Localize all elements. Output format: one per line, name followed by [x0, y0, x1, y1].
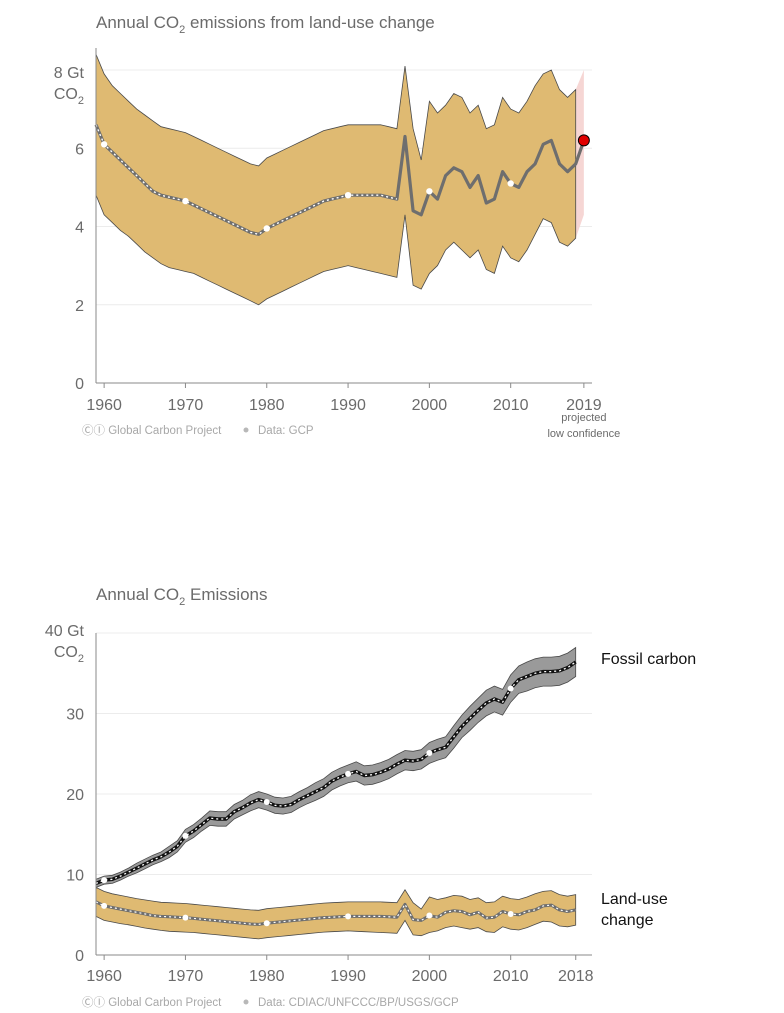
- x-tick-label: 2018: [558, 968, 594, 985]
- credit-separator-dot: [243, 999, 249, 1005]
- land-use-chart: Annual CO2 emissions from land-use chang…: [54, 13, 620, 440]
- year-marker: [182, 197, 189, 205]
- land-use-year-marker: [263, 920, 270, 927]
- land-use-band: [95, 886, 577, 940]
- x-tick-labels: 1960 1970 1980 1990 2000 2010: [86, 397, 528, 414]
- land-use-line-dashes: [95, 901, 576, 926]
- y-unit-bottom: CO2: [54, 86, 84, 107]
- y-tick-label: 10: [66, 868, 84, 885]
- land-use-series-label-line2: change: [601, 912, 654, 929]
- fossil-series-label: Fossil carbon: [601, 651, 696, 668]
- x-tick-label: 2010: [493, 968, 529, 985]
- land-use-year-marker: [507, 910, 514, 917]
- projection-point: [577, 134, 590, 147]
- credit: ⒸⒾ Global Carbon Project: [82, 424, 222, 437]
- year-marker: [100, 141, 108, 148]
- y-tick-label: 20: [66, 787, 84, 804]
- x-tick-label: 1960: [86, 397, 122, 414]
- fossil-year-marker: [507, 685, 514, 692]
- year-markers: [100, 141, 514, 232]
- data-source: Data: CDIAC/UNFCCC/BP/USGS/GCP: [258, 997, 459, 1009]
- y-tick-labels: 0 10 20 30: [66, 707, 84, 966]
- year-marker: [263, 225, 270, 232]
- x-tick-labels: 1960 1970 1980 1990 2000 2010 2018: [86, 968, 593, 985]
- land-use-year-marker: [182, 914, 189, 921]
- x-tick-label: 1990: [330, 397, 366, 414]
- y-tick-label: 0: [75, 948, 84, 965]
- x-tick-label: 1970: [168, 968, 204, 985]
- year-marker: [507, 180, 514, 187]
- y-tick-label: 4: [75, 220, 84, 237]
- land-use-series-label-line1: Land-use: [601, 891, 668, 908]
- credit: ⒸⒾ Global Carbon Project: [82, 996, 222, 1009]
- uncertainty-band: [95, 54, 577, 306]
- y-tick-labels: 0 2 4 6: [75, 141, 84, 393]
- series-line: [94, 124, 586, 236]
- credit-separator-dot: [243, 427, 249, 433]
- chart-title: Annual CO2 Emissions: [96, 585, 267, 608]
- x-tick-label: 2000: [412, 397, 448, 414]
- x-tick-label: 2000: [412, 968, 448, 985]
- y-tick-label: 6: [75, 141, 84, 158]
- y-tick-label: 0: [75, 376, 84, 393]
- x-tick-label: 1960: [86, 968, 122, 985]
- fossil-line: [95, 660, 577, 885]
- x-ticks: [103, 383, 585, 388]
- total-emissions-chart: Annual CO2 Emissions 40 Gt CO2 0 10 20 30 1…: [45, 585, 696, 1009]
- y-unit-top: 8 Gt: [54, 65, 85, 82]
- gridlines: [96, 632, 592, 875]
- y-tick-label: 2: [75, 298, 84, 315]
- x-tick-label: 1970: [168, 397, 204, 414]
- data-source: Data: GCP: [258, 425, 314, 437]
- year-markers: [101, 685, 514, 927]
- x-tick-label: 1990: [330, 968, 366, 985]
- projection-note-line2: low confidence: [547, 428, 620, 440]
- land-use-year-marker: [101, 902, 108, 909]
- x-ticks: [103, 955, 577, 960]
- chart-title: Annual CO2 emissions from land-use chang…: [96, 13, 435, 36]
- projection-year-label: 2019: [566, 397, 602, 414]
- fossil-year-marker: [182, 832, 189, 839]
- y-unit-top: 40 Gt: [45, 623, 85, 640]
- fossil-year-marker: [345, 770, 352, 777]
- y-tick-label: 30: [66, 707, 84, 724]
- year-marker: [426, 188, 433, 195]
- x-tick-label: 1980: [249, 397, 285, 414]
- x-tick-label: 1980: [249, 968, 285, 985]
- y-unit-bottom: CO2: [54, 644, 84, 665]
- projection-note-line1: projected: [561, 412, 606, 424]
- year-marker: [344, 192, 352, 199]
- land-use-year-marker: [345, 913, 352, 920]
- fossil-year-marker: [426, 749, 433, 756]
- fossil-year-marker: [101, 877, 108, 884]
- fossil-year-marker: [263, 799, 270, 806]
- x-tick-label: 2010: [493, 397, 529, 414]
- land-use-year-marker: [426, 912, 433, 919]
